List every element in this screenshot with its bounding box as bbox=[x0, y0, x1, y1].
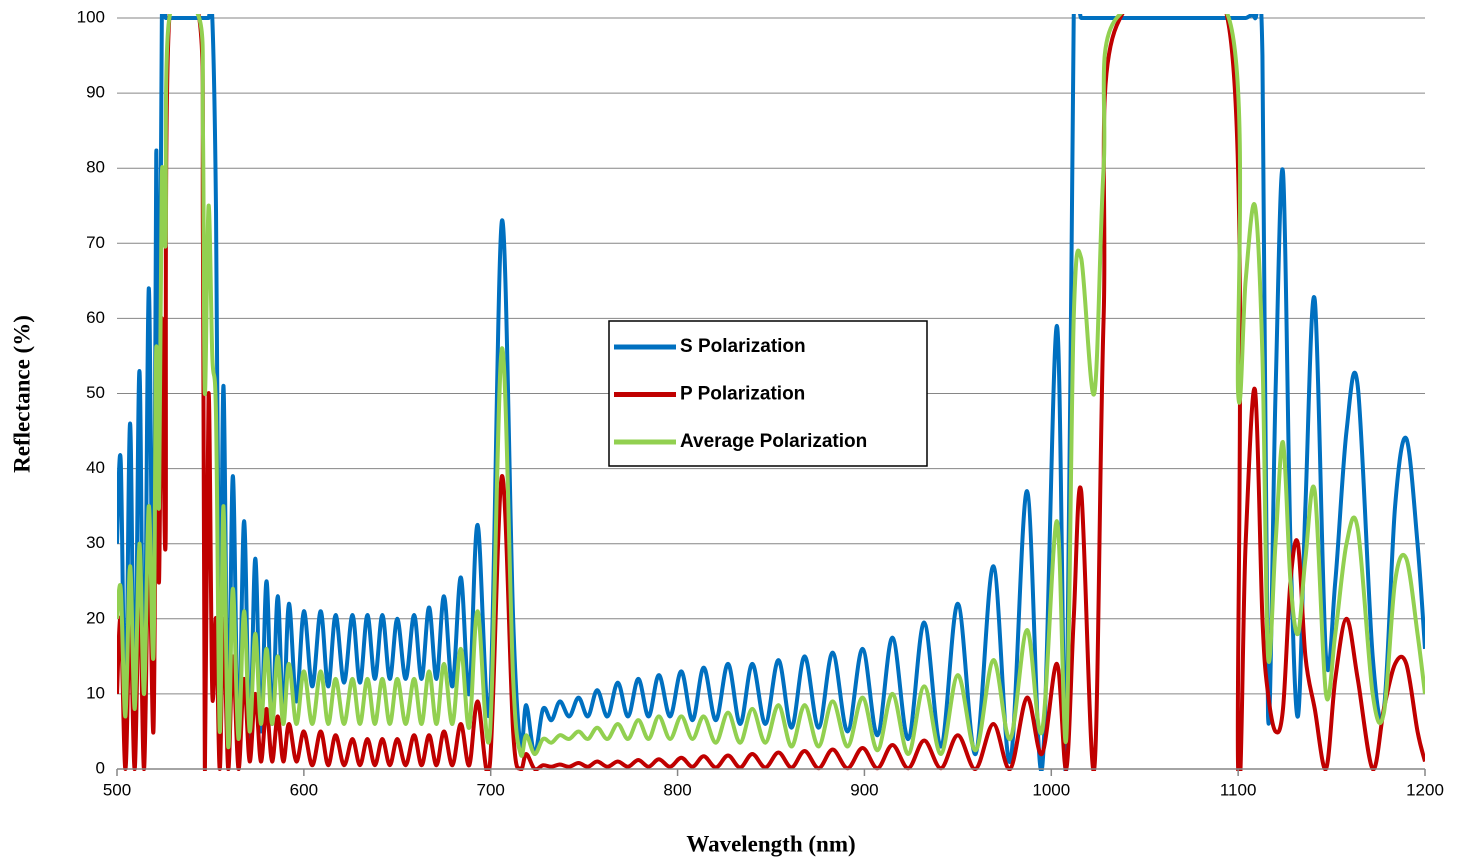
x-tick-label: 500 bbox=[103, 780, 131, 799]
x-tick-label: 1100 bbox=[1220, 780, 1257, 799]
legend-label: P Polarization bbox=[680, 384, 805, 405]
y-tick-label: 70 bbox=[86, 233, 105, 252]
x-tick-label: 900 bbox=[850, 780, 878, 799]
y-tick-label: 90 bbox=[86, 83, 105, 102]
x-tick-label: 700 bbox=[477, 780, 505, 799]
y-tick-label: 20 bbox=[86, 608, 105, 627]
x-tick-label: 800 bbox=[663, 780, 691, 799]
x-tick-label: 600 bbox=[290, 780, 318, 799]
y-tick-label: 100 bbox=[77, 7, 105, 26]
y-axis-title: Reflectance (%) bbox=[9, 315, 34, 473]
y-tick-label: 10 bbox=[86, 683, 105, 702]
axes: 0 10 20 30 40 50 60 70 80 90 100 500 600 700 800 900 100… bbox=[77, 7, 1444, 799]
y-tick-label: 30 bbox=[86, 533, 105, 552]
y-tick-label: 60 bbox=[86, 308, 105, 327]
legend: S Polarization P Polarization Average Pola… bbox=[608, 320, 928, 467]
series-line bbox=[117, 14, 1425, 758]
x-axis-title: Wavelength (nm) bbox=[686, 831, 855, 856]
x-tick-label: 1000 bbox=[1032, 780, 1070, 799]
series-line bbox=[117, 14, 1425, 771]
y-tick-label: 40 bbox=[86, 458, 105, 477]
legend-label: Average Polarization bbox=[680, 431, 867, 452]
y-tick-label: 0 bbox=[96, 758, 105, 777]
plot-area bbox=[117, 14, 1425, 771]
x-tick-label: 1200 bbox=[1406, 780, 1444, 799]
y-tick-label: 80 bbox=[86, 158, 105, 177]
y-tick-label: 50 bbox=[86, 383, 105, 402]
legend-label: S Polarization bbox=[680, 336, 806, 357]
